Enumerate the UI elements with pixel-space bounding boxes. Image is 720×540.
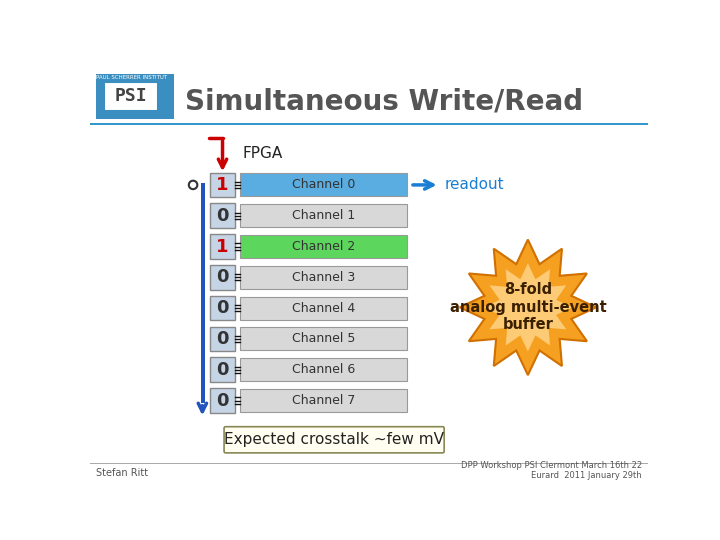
- Polygon shape: [459, 240, 596, 375]
- Text: Simultaneous Write/Read: Simultaneous Write/Read: [184, 88, 582, 116]
- Text: readout: readout: [444, 178, 504, 192]
- Text: 0: 0: [216, 299, 229, 317]
- Bar: [210, 388, 235, 413]
- Bar: [240, 266, 407, 289]
- Bar: [90, 463, 648, 464]
- Text: 0: 0: [216, 207, 229, 225]
- Bar: [104, 82, 158, 111]
- Text: PAUL SCHERRER INSTITUT: PAUL SCHERRER INSTITUT: [96, 76, 166, 80]
- Text: 0: 0: [216, 268, 229, 286]
- Bar: [240, 204, 407, 227]
- Bar: [240, 389, 407, 412]
- Bar: [210, 296, 235, 320]
- Text: 0: 0: [216, 361, 229, 379]
- Text: PSI: PSI: [114, 87, 148, 105]
- FancyBboxPatch shape: [224, 427, 444, 453]
- Bar: [210, 234, 235, 259]
- Text: 1: 1: [216, 238, 229, 255]
- Text: Channel 6: Channel 6: [292, 363, 355, 376]
- Bar: [240, 327, 407, 350]
- Bar: [240, 173, 407, 197]
- Bar: [210, 265, 235, 289]
- Bar: [240, 296, 407, 320]
- Text: Channel 5: Channel 5: [292, 333, 355, 346]
- Bar: [201, 183, 204, 403]
- Text: Channel 7: Channel 7: [292, 394, 355, 407]
- Text: Stefan Ritt: Stefan Ritt: [96, 468, 148, 478]
- Text: DPP Workshop PSI Clermont March 16th 22
Eurard  2011 January 29th: DPP Workshop PSI Clermont March 16th 22 …: [461, 461, 642, 480]
- Bar: [210, 204, 235, 228]
- Text: 0: 0: [216, 392, 229, 409]
- Bar: [240, 358, 407, 381]
- Bar: [240, 235, 407, 258]
- Bar: [96, 74, 174, 119]
- Text: Channel 1: Channel 1: [292, 209, 355, 222]
- Text: 0: 0: [216, 330, 229, 348]
- Bar: [90, 123, 648, 125]
- Text: Channel 4: Channel 4: [292, 302, 355, 315]
- Bar: [210, 327, 235, 351]
- Text: 8-fold
analog multi-event
buffer: 8-fold analog multi-event buffer: [449, 282, 606, 332]
- Bar: [210, 173, 235, 197]
- Text: Expected crosstalk ~few mV: Expected crosstalk ~few mV: [224, 433, 444, 447]
- Text: Channel 0: Channel 0: [292, 178, 355, 191]
- Polygon shape: [484, 264, 572, 352]
- Text: Channel 2: Channel 2: [292, 240, 355, 253]
- Bar: [210, 357, 235, 382]
- Text: 1: 1: [216, 176, 229, 194]
- Text: FPGA: FPGA: [243, 146, 283, 161]
- Text: Channel 3: Channel 3: [292, 271, 355, 284]
